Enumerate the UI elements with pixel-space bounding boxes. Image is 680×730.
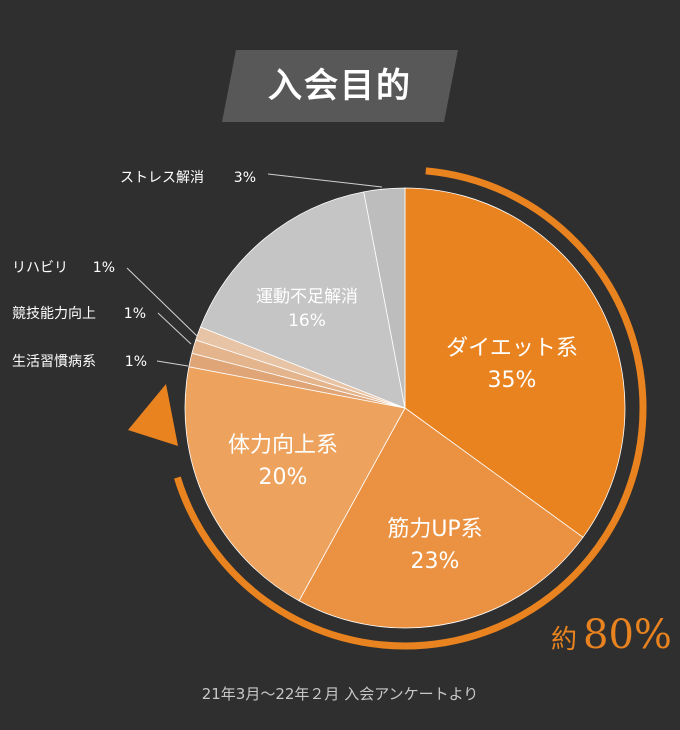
slice-value-outside: 1%: [124, 306, 146, 322]
pie-slice: [184, 366, 406, 602]
coverage-arc: [174, 167, 647, 650]
title-banner: 入会目的: [222, 50, 458, 122]
pie-slice: [298, 407, 584, 629]
slice-value-outside: 3%: [234, 170, 256, 186]
slice-value: 20%: [259, 465, 308, 490]
title-banner-shape: [222, 50, 458, 122]
leader-line: [126, 267, 198, 337]
slice-label-outside: 競技能力向上: [12, 306, 96, 322]
slice-label-outside: ストレス解消: [120, 170, 204, 186]
leader-line: [157, 312, 192, 345]
slice-value-outside: 1%: [93, 260, 115, 276]
pie-slice: [199, 191, 406, 409]
slice-label: 筋力UP系: [387, 517, 482, 542]
slice-label: ダイエット系: [446, 336, 578, 361]
slice-value: 16%: [288, 311, 326, 331]
annotation-value: 80%: [583, 612, 672, 658]
slice-value-outside: 1%: [125, 354, 147, 370]
slice-label: 運動不足解消: [256, 287, 358, 307]
leader-line: [267, 173, 383, 188]
slice-value: 23%: [411, 549, 460, 574]
pie-slice: [363, 187, 406, 409]
page-title: 入会目的: [268, 66, 412, 106]
slice-label-outside: 生活習慣病系: [12, 353, 96, 370]
annotation-prefix: 約: [551, 625, 577, 655]
pie-slice: [404, 187, 626, 538]
slice-value: 35%: [488, 368, 537, 393]
coverage-arrowhead: [128, 384, 178, 446]
slice-label-outside: リハビリ: [12, 260, 68, 276]
footnote: 21年3月〜22年２月 入会アンケートより: [201, 685, 479, 703]
slice-label: 体力向上系: [228, 433, 338, 458]
leader-line: [156, 360, 189, 367]
